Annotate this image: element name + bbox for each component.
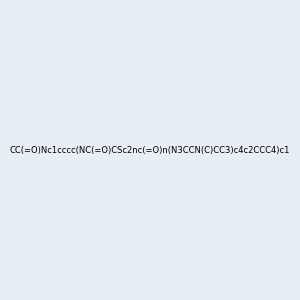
Text: CC(=O)Nc1cccc(NC(=O)CSc2nc(=O)n(N3CCN(C)CC3)c4c2CCC4)c1: CC(=O)Nc1cccc(NC(=O)CSc2nc(=O)n(N3CCN(C)… [10, 146, 290, 154]
